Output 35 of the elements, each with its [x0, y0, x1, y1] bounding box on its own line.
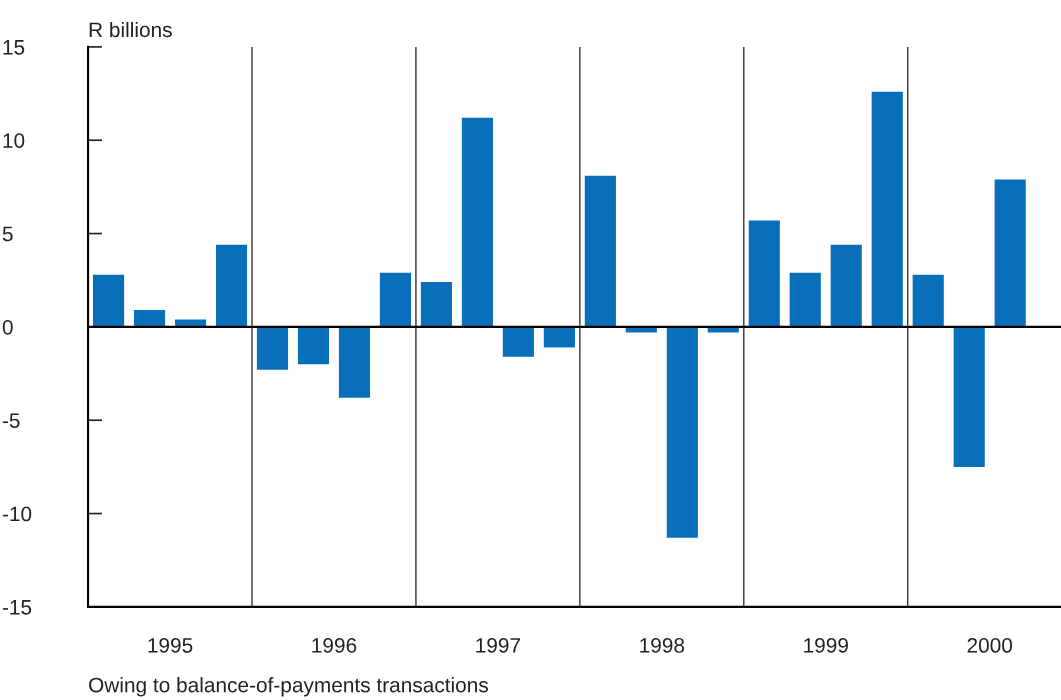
x-tick-label: 1996 — [312, 638, 357, 653]
bar — [912, 274, 944, 327]
bar — [379, 272, 412, 327]
bar — [994, 179, 1026, 327]
x-tick-label: 2000 — [967, 638, 1013, 653]
y-tick-label: -15 — [2, 600, 32, 615]
bar — [256, 326, 289, 370]
x-tick-label: 1998 — [640, 638, 685, 653]
bar — [953, 326, 985, 467]
y-tick-label: 5 — [2, 226, 13, 242]
bar — [871, 91, 903, 327]
x-tick-label: 1995 — [148, 638, 193, 653]
bar — [666, 326, 698, 538]
bar — [420, 282, 452, 327]
bar — [543, 326, 575, 348]
bar — [92, 274, 125, 327]
y-tick-label: -10 — [2, 506, 32, 522]
bar — [338, 326, 371, 398]
bar — [584, 175, 616, 327]
bar — [502, 326, 534, 357]
bar — [461, 117, 493, 327]
y-axis-title: R billions — [89, 21, 172, 38]
y-tick-label: 0 — [2, 319, 13, 335]
bar — [748, 220, 780, 327]
y-tick-label: 10 — [3, 133, 25, 148]
x-tick-label: 1999 — [804, 638, 848, 653]
y-tick-label: 15 — [3, 40, 25, 55]
bar — [789, 272, 821, 327]
bar — [215, 244, 248, 327]
x-tick-label: 1997 — [476, 638, 521, 653]
bar — [133, 310, 166, 327]
y-tick-label: -5 — [2, 413, 20, 428]
bar — [830, 244, 862, 327]
text: Owing to balance-of-payments transactions — [89, 677, 488, 697]
bar — [297, 326, 330, 365]
